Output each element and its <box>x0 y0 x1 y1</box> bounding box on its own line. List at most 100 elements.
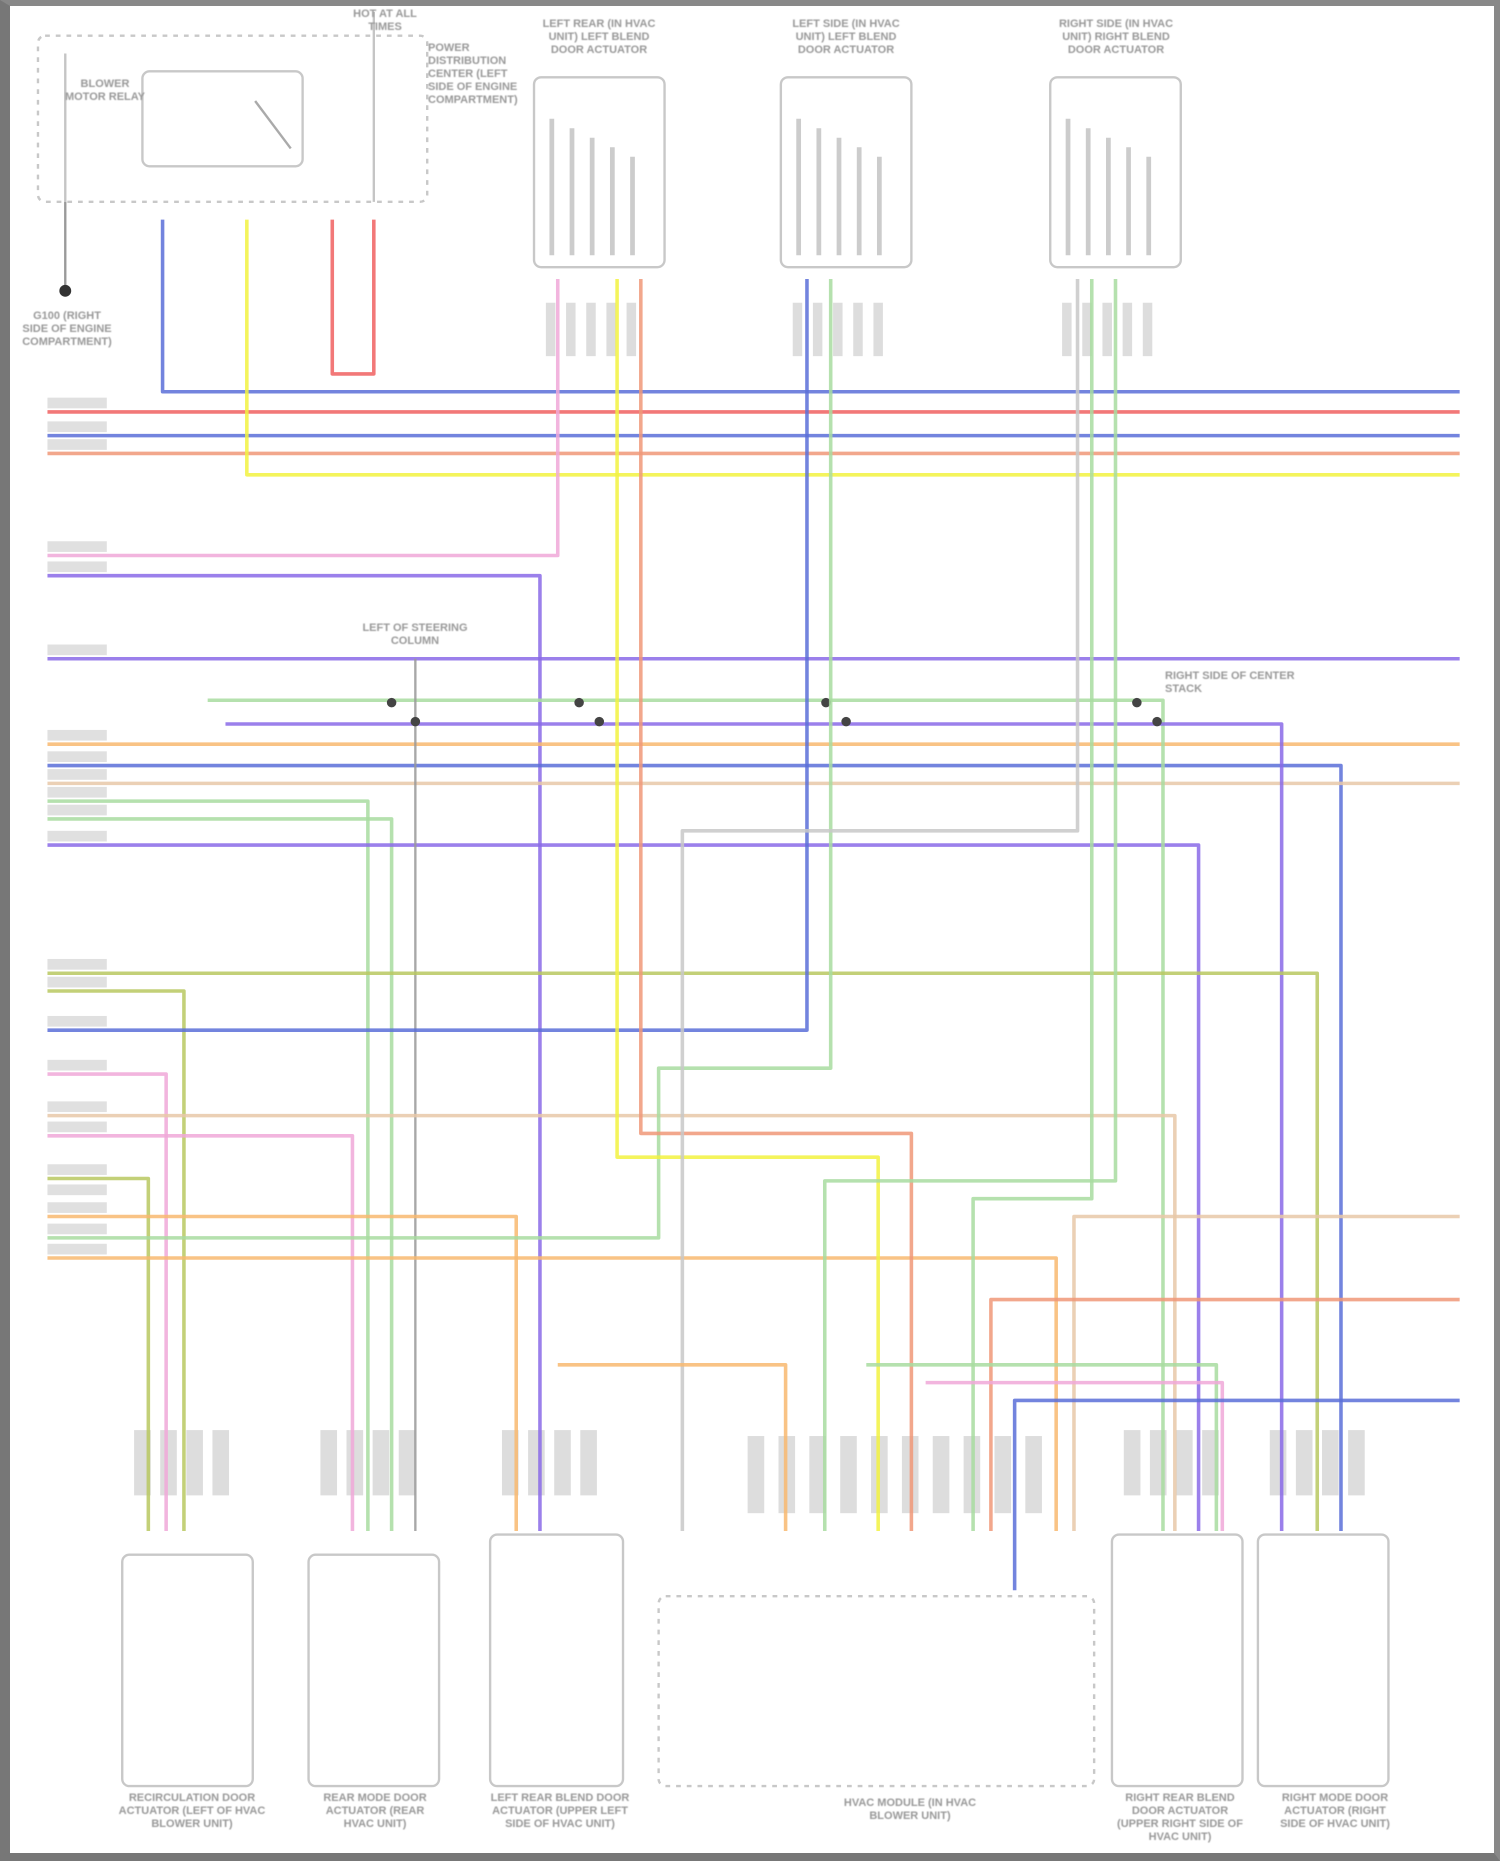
connector-pin <box>346 1430 364 1496</box>
top-actuator-2-label: LEFT SIDE (IN HVAC UNIT) LEFT BLEND DOOR… <box>792 18 900 56</box>
wire-code-label <box>47 751 107 762</box>
wire-code-label <box>47 830 107 842</box>
bottom-module-3-label: LEFT REAR BLEND DOOR ACTUATOR (UPPER LEF… <box>490 1792 630 1830</box>
connector-pin <box>1122 302 1133 357</box>
connector-pin <box>932 1436 950 1514</box>
connector-pin <box>1142 302 1153 357</box>
connector-pin <box>586 302 596 357</box>
connector-pin <box>545 302 556 357</box>
connector-pin <box>1123 1430 1141 1496</box>
splice-dot <box>1132 697 1142 708</box>
wire-blue-2 <box>47 278 809 1032</box>
bottom-module-2-label: REAR MODE DOOR ACTUATOR (REAR HVAC UNIT) <box>323 1792 427 1830</box>
wire-code-label <box>47 976 107 988</box>
wire-green-3 <box>207 698 1165 1531</box>
splice-dot <box>386 697 397 708</box>
pdc-box <box>36 34 429 204</box>
wire-gray <box>680 278 1080 1531</box>
bottom-module-box-3 <box>488 1533 625 1788</box>
connector-pin <box>833 302 843 357</box>
wire-pink-2 <box>47 1072 168 1531</box>
wire-green-5 <box>822 278 1118 1531</box>
relay-switch-icon <box>254 100 292 150</box>
connector-pin <box>1176 1430 1193 1496</box>
wire-code-label <box>47 729 107 741</box>
connector-pin <box>812 302 823 357</box>
wire-blue <box>47 763 1343 1531</box>
wire-code-label <box>47 1243 107 1255</box>
connector-pin <box>372 1430 390 1496</box>
connector-pin <box>1025 1436 1042 1514</box>
splice-dot <box>410 716 421 727</box>
wire-code-label <box>47 421 107 433</box>
connector-pin <box>212 1430 230 1496</box>
ground-label: G100 (RIGHT SIDE OF ENGINE COMPARTMENT) <box>22 310 112 348</box>
connector-pin <box>134 1430 151 1496</box>
wire-green-7 <box>866 1363 1219 1531</box>
wire-yellow-bus <box>245 219 1460 477</box>
wire-yellow <box>615 278 880 1531</box>
connector-pin <box>994 1436 1012 1514</box>
bottom-module-box-1 <box>121 1553 254 1788</box>
splice-dot <box>1152 716 1162 727</box>
splice-dot <box>574 697 584 708</box>
wire-code-label <box>47 958 107 970</box>
splice-right-label: RIGHT SIDE OF CENTER STACK <box>1165 670 1295 695</box>
connector-pin <box>1269 1430 1287 1496</box>
wire-salmon <box>639 278 914 1531</box>
wire-blue-bus <box>160 219 1460 394</box>
bottom-module-box-2 <box>307 1553 441 1788</box>
wire-code-label <box>47 541 107 552</box>
connector-pin <box>554 1430 571 1496</box>
bottom-module-box-4 <box>1110 1533 1244 1788</box>
wire-code-label <box>47 561 107 573</box>
connector-pin <box>320 1430 338 1496</box>
bottom-module-1-label: RECIRCULATION DOOR ACTUATOR (LEFT OF HVA… <box>118 1792 266 1830</box>
wire-code-label <box>47 804 107 816</box>
connector-pin <box>853 302 863 357</box>
connector-pin <box>1348 1430 1365 1496</box>
wire-tan-2 <box>1072 1214 1460 1531</box>
splice-dot <box>841 716 851 727</box>
hvac-module-box <box>657 1595 1096 1788</box>
wire-code-label <box>47 1121 107 1133</box>
bottom-module-box-5 <box>1256 1533 1390 1788</box>
wire-red-loop <box>330 219 376 376</box>
wire-code-label <box>47 1223 107 1235</box>
wire-code-label <box>47 397 107 409</box>
connector-pin <box>606 302 616 357</box>
wire-green-4 <box>47 278 833 1240</box>
power-source-label: HOT AT ALL TIMES <box>353 8 417 33</box>
blower-relay-box <box>141 70 304 168</box>
splice-dot <box>821 697 831 708</box>
wire-green <box>47 799 370 1531</box>
wire-code-label <box>47 769 107 780</box>
top-actuator-box-3 <box>1049 76 1182 269</box>
wire-purple-2 <box>47 843 1201 1531</box>
wire-code-label <box>47 1101 107 1113</box>
wire-salmon-2 <box>989 1297 1460 1531</box>
connector-pin <box>747 1436 765 1514</box>
wire-code-label <box>47 644 107 656</box>
ground-icon <box>59 284 72 297</box>
wire-code-label <box>47 1015 107 1027</box>
connector-pin <box>1062 302 1072 357</box>
connector-pin <box>398 1430 416 1496</box>
connector-pin <box>566 302 576 357</box>
connector-pin <box>528 1430 545 1496</box>
wire-purple <box>47 573 542 1531</box>
connector-pin <box>1321 1430 1339 1496</box>
connector-pin <box>1082 302 1092 357</box>
wire-purple-3 <box>225 722 1284 1531</box>
connector-pin <box>1295 1430 1313 1496</box>
wire-olive-2 <box>47 989 186 1531</box>
wire-tan <box>47 1113 1177 1531</box>
wire-code-label <box>47 1059 107 1071</box>
wire-pink-3 <box>47 1134 355 1531</box>
relay-label: BLOWER MOTOR RELAY <box>64 78 146 103</box>
wire-code-label <box>47 1164 107 1175</box>
bottom-module-4-label: HVAC MODULE (IN HVAC BLOWER UNIT) <box>843 1797 977 1822</box>
wire-olive <box>47 971 1320 1531</box>
wire-olive-3 <box>47 1176 151 1531</box>
